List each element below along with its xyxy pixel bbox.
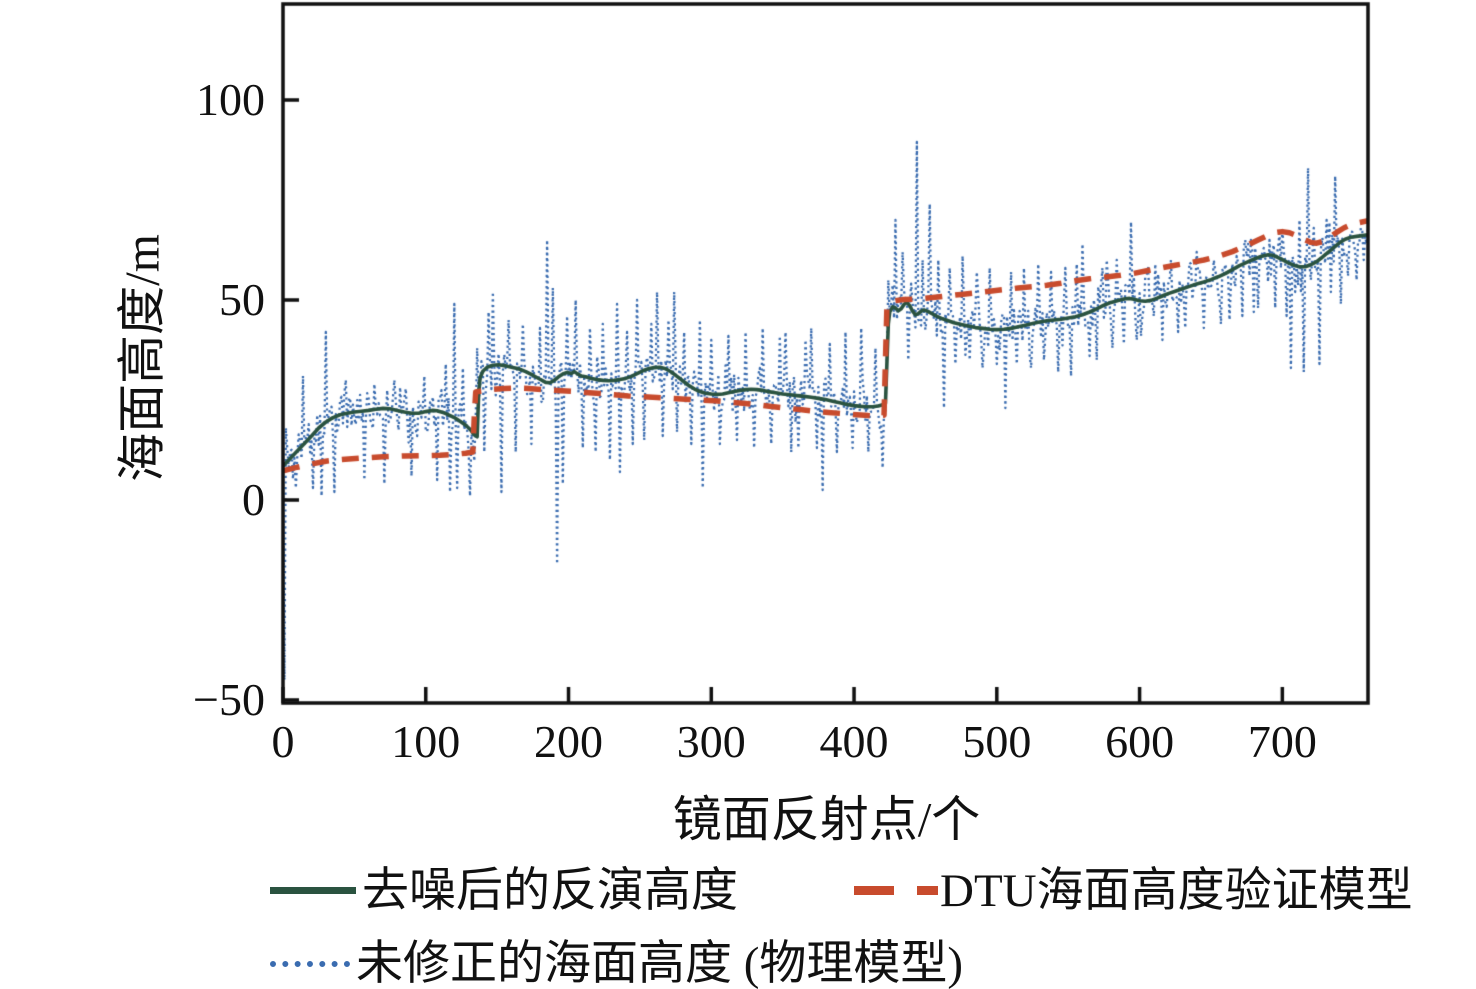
- y-tick-label: 0: [242, 474, 265, 525]
- legend: 去噪后的反演高度 DTU海面高度验证模型 未修正的海面高度 (物理模型): [270, 854, 1413, 989]
- x-tick-label: 0: [271, 716, 295, 767]
- dotted-blue-line-icon: [270, 960, 350, 967]
- legend-label-denoised: 去噪后的反演高度: [362, 864, 738, 917]
- legend-item-uncorrected: 未修正的海面高度 (物理模型): [270, 934, 963, 989]
- solid-green-line-icon: [270, 887, 356, 894]
- dashed-red-line-icon: [854, 886, 940, 895]
- x-tick-label: 700: [1247, 716, 1317, 767]
- legend-label-uncorrected: 未修正的海面高度 (物理模型): [356, 937, 964, 989]
- y-axis-label: 海面高度/m: [114, 234, 170, 482]
- x-tick-label: 300: [676, 716, 746, 767]
- legend-row-2: 未修正的海面高度 (物理模型): [270, 927, 1413, 989]
- x-axis-label: 镜面反射点/个: [673, 780, 981, 851]
- x-tick-label: 600: [1105, 716, 1175, 767]
- x-tick-label: 400: [819, 716, 889, 767]
- legend-item-dtu: DTU海面高度验证模型: [854, 861, 1413, 921]
- y-tick-label: −50: [193, 674, 265, 725]
- x-tick-label: 500: [962, 716, 1032, 767]
- legend-label-dtu: DTU海面高度验证模型: [940, 864, 1413, 917]
- x-tick-label: 200: [534, 716, 604, 767]
- x-tick-label: 100: [391, 716, 461, 767]
- y-tick-label: 100: [196, 74, 265, 125]
- legend-row-1: 去噪后的反演高度 DTU海面高度验证模型: [270, 854, 1413, 927]
- legend-item-denoised: 去噪后的反演高度: [270, 861, 738, 921]
- x-axis-label-text: 镜面反射点/个: [672, 792, 981, 847]
- y-tick-label: 50: [219, 274, 265, 325]
